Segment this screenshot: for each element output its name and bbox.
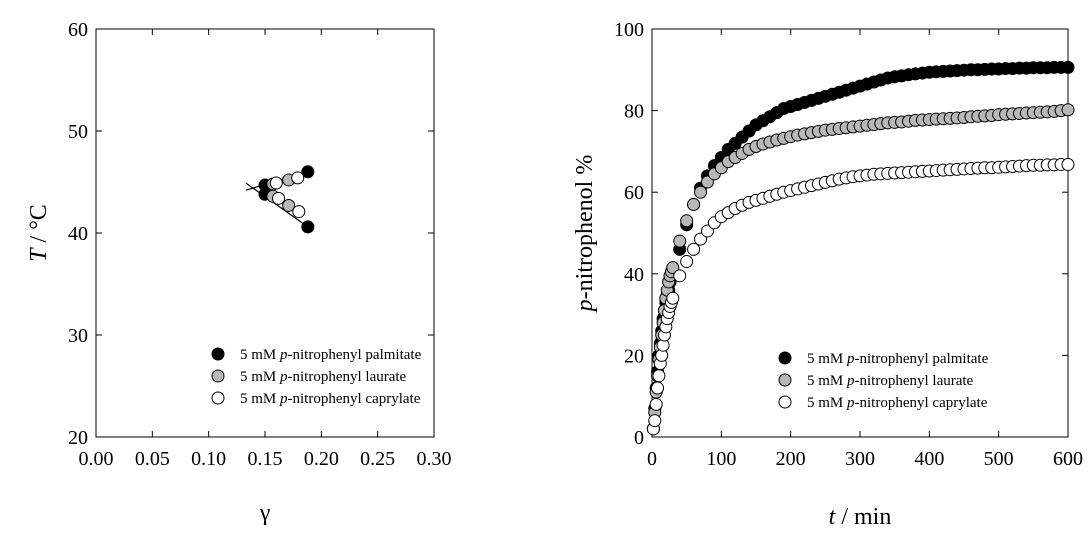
data-point-series-3 [649, 397, 663, 411]
x-tick-label: 200 [776, 448, 806, 470]
x-tick-label: 0.10 [191, 448, 226, 470]
legend-marker [211, 347, 225, 361]
data-point-series-3 [1061, 157, 1075, 171]
x-axis-label: γ [259, 500, 271, 526]
data-point-series-3 [291, 171, 305, 185]
x-tick-label: 0.00 [79, 448, 114, 470]
x-tick-label: 0.05 [135, 448, 170, 470]
y-tick-label: 100 [614, 19, 644, 41]
x-tick-label: 500 [984, 448, 1014, 470]
x-tick-label: 0.20 [304, 448, 339, 470]
data-point-series-3 [651, 381, 665, 395]
data-point-series-3 [292, 205, 306, 219]
y-axis-label: T / °C [26, 204, 52, 262]
data-point-series-2 [694, 185, 708, 199]
data-point-series-2 [687, 197, 701, 211]
y-tick-label: 80 [624, 101, 644, 123]
x-tick-label: 0.15 [248, 448, 283, 470]
y-tick-label: 60 [624, 182, 644, 204]
y-tick-label: 60 [68, 19, 88, 41]
data-point-series-1 [1061, 60, 1075, 74]
data-point-series-2 [673, 234, 687, 248]
legend-entry: 5 mM p-nitrophenyl laurate [240, 369, 407, 385]
x-tick-label: 300 [845, 448, 875, 470]
chart-temperature-vs-gamma: 0.00 0.05 0.10 0.15 0.20 0.25 0.30 20 30 40 50 60 γ T… [26, 19, 452, 526]
legend-marker [211, 369, 225, 383]
x-tick-label: 0.30 [417, 448, 452, 470]
legend-entry: 5 mM p-nitrophenyl laurate [807, 373, 974, 389]
legend-marker [778, 373, 792, 387]
data-point-series-3 [666, 291, 680, 305]
legend-entry: 5 mM p-nitrophenyl caprylate [240, 391, 421, 407]
x-axis-label: t / min [829, 504, 892, 530]
x-tick-label: 0.25 [360, 448, 395, 470]
y-tick-label: 20 [624, 345, 644, 367]
data-point-series-2 [1061, 103, 1075, 117]
y-tick-label: 50 [68, 121, 88, 143]
legend-marker [211, 391, 225, 405]
y-tick-label: 0 [634, 427, 644, 449]
data-point-series-3 [269, 176, 283, 190]
x-tick-label: 400 [914, 448, 944, 470]
data-point-series-3 [673, 269, 687, 283]
data-point-series-3 [687, 242, 701, 256]
legend-marker [778, 395, 792, 409]
legend-entry: 5 mM p-nitrophenyl palmitate [807, 351, 989, 367]
data-point-series-1 [301, 220, 315, 234]
y-tick-label: 20 [68, 427, 88, 449]
data-point-series-1 [301, 165, 315, 179]
legend-marker [778, 351, 792, 365]
data-point-series-3 [680, 255, 694, 269]
data-point-series-2 [680, 214, 694, 228]
x-tick-label: 100 [706, 448, 736, 470]
y-tick-label: 30 [68, 325, 88, 347]
data-point-series-3 [272, 191, 286, 205]
y-tick-label: 40 [68, 223, 88, 245]
data-point-series-3 [648, 414, 662, 428]
chart-nitrophenol-vs-time: 0 100 200 300 400 500 600 0 20 40 60 80 100 t / min p-… [572, 19, 1083, 530]
fit-line [245, 182, 309, 228]
legend-entry: 5 mM p-nitrophenyl caprylate [807, 395, 988, 411]
data-point-series-2 [282, 198, 296, 212]
y-tick-label: 40 [624, 264, 644, 286]
y-axis-label: p-nitrophenol % [572, 155, 598, 314]
data-point-series-3 [652, 369, 666, 383]
x-tick-label: 600 [1053, 448, 1083, 470]
x-tick-label: 0 [647, 448, 657, 470]
legend-entry: 5 mM p-nitrophenyl palmitate [240, 347, 422, 363]
